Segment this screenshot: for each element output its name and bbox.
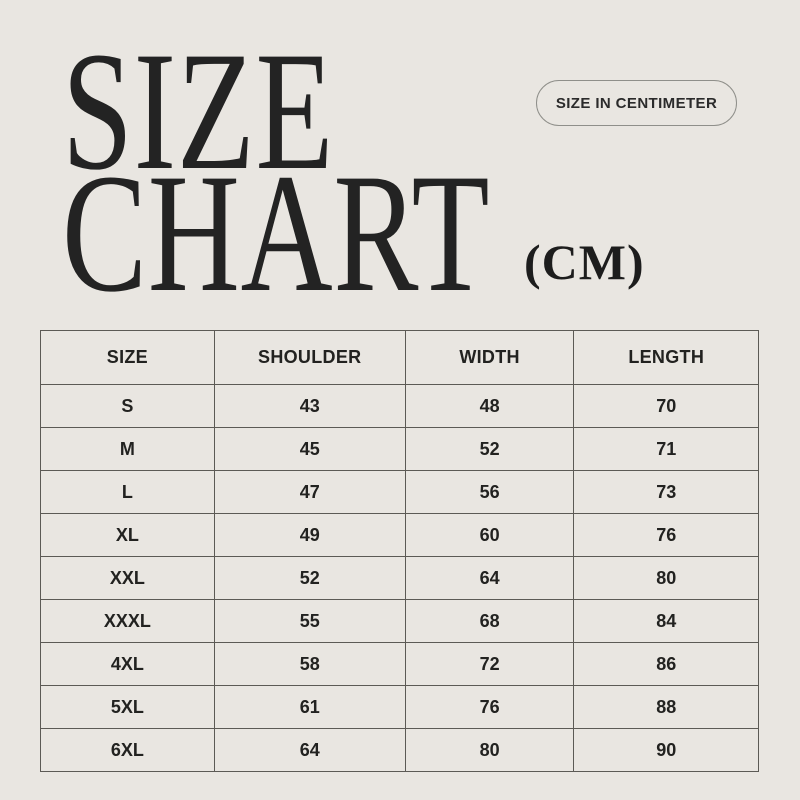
cell-width: 48: [404, 384, 575, 428]
cell-width: 52: [404, 427, 575, 471]
column-header-shoulder: SHOULDER: [213, 330, 406, 385]
table-header-row: SIZE SHOULDER WIDTH LENGTH: [40, 330, 759, 385]
cell-size: L: [40, 470, 215, 514]
cell-width: 76: [404, 685, 575, 729]
cell-length: 73: [573, 470, 759, 514]
cell-size: 4XL: [40, 642, 215, 686]
cell-length: 84: [573, 599, 759, 643]
size-table: SIZE SHOULDER WIDTH LENGTH S 43 48 70 M …: [40, 330, 759, 772]
cell-width: 64: [404, 556, 575, 600]
title-line-1: SIZE: [62, 17, 335, 205]
cell-shoulder: 52: [213, 556, 406, 600]
cell-length: 90: [573, 728, 759, 772]
table-row: 4XL 58 72 86: [40, 642, 759, 686]
unit-label: (CM): [524, 234, 645, 290]
table-row: XXL 52 64 80: [40, 556, 759, 600]
cell-size: 6XL: [40, 728, 215, 772]
cell-shoulder: 58: [213, 642, 406, 686]
cell-length: 88: [573, 685, 759, 729]
size-unit-badge: SIZE IN CENTIMETER: [536, 80, 737, 126]
cell-width: 56: [404, 470, 575, 514]
cell-length: 80: [573, 556, 759, 600]
cell-size: XXL: [40, 556, 215, 600]
column-header-width: WIDTH: [404, 330, 575, 385]
page-title: SIZE CHART: [62, 17, 491, 327]
column-header-size: SIZE: [40, 330, 215, 385]
cell-length: 71: [573, 427, 759, 471]
cell-length: 76: [573, 513, 759, 557]
table-row: L 47 56 73: [40, 470, 759, 514]
cell-width: 72: [404, 642, 575, 686]
cell-width: 60: [404, 513, 575, 557]
cell-length: 70: [573, 384, 759, 428]
title-line-2: CHART: [62, 139, 491, 327]
cell-shoulder: 43: [213, 384, 406, 428]
table-row: 5XL 61 76 88: [40, 685, 759, 729]
table-row: 6XL 64 80 90: [40, 728, 759, 772]
cell-shoulder: 47: [213, 470, 406, 514]
cell-shoulder: 49: [213, 513, 406, 557]
table-row: M 45 52 71: [40, 427, 759, 471]
cell-shoulder: 45: [213, 427, 406, 471]
table-row: XXXL 55 68 84: [40, 599, 759, 643]
cell-size: XL: [40, 513, 215, 557]
cell-size: XXXL: [40, 599, 215, 643]
column-header-length: LENGTH: [573, 330, 759, 385]
cell-size: 5XL: [40, 685, 215, 729]
cell-size: M: [40, 427, 215, 471]
table-row: S 43 48 70: [40, 384, 759, 428]
table-row: XL 49 60 76: [40, 513, 759, 557]
cell-width: 80: [404, 728, 575, 772]
cell-shoulder: 61: [213, 685, 406, 729]
cell-shoulder: 64: [213, 728, 406, 772]
cell-size: S: [40, 384, 215, 428]
cell-length: 86: [573, 642, 759, 686]
cell-shoulder: 55: [213, 599, 406, 643]
cell-width: 68: [404, 599, 575, 643]
